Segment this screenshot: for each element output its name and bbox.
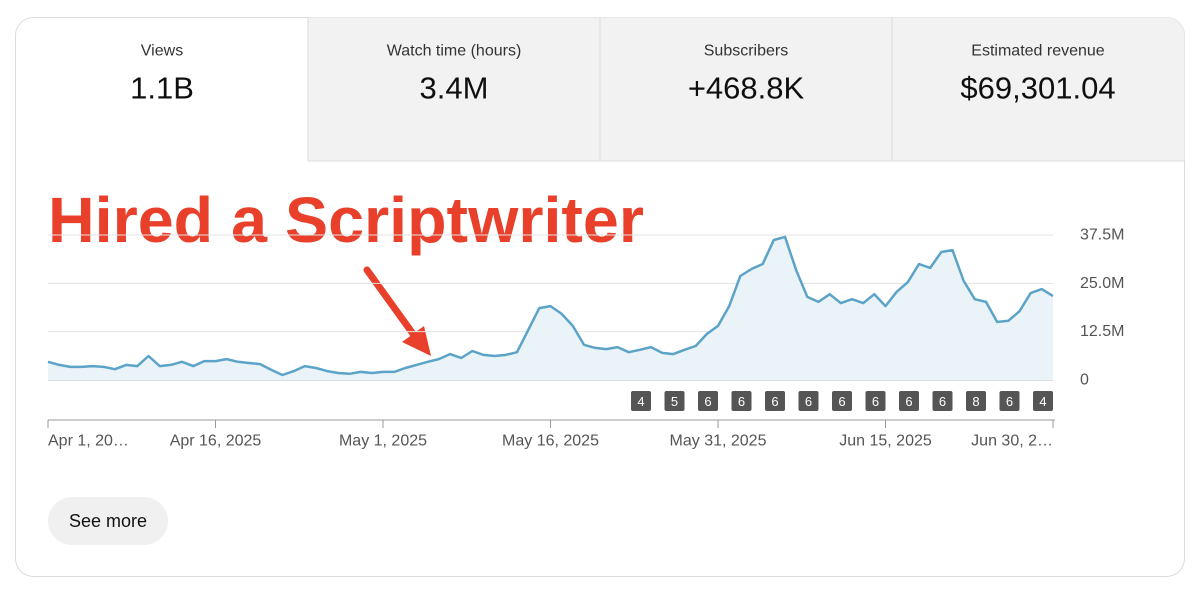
- metric-label: Views: [141, 43, 183, 60]
- video-marker-count: 6: [872, 394, 879, 409]
- metric-tab: [307, 17, 601, 162]
- metric-tab: [891, 17, 1185, 162]
- x-tick-label: Jun 30, 2…: [971, 433, 1053, 450]
- video-marker: [999, 391, 1020, 411]
- annotation: Hired a Scriptwriter: [48, 184, 644, 256]
- video-marker: [832, 391, 852, 411]
- metric-tab: [599, 17, 893, 162]
- x-tick-label: May 31, 2025: [670, 433, 767, 450]
- video-marker: [932, 391, 953, 411]
- video-marker: [899, 391, 919, 411]
- metric-value: $69,301.04: [960, 71, 1115, 106]
- video-marker-count: 6: [738, 394, 745, 409]
- video-marker-count: 6: [771, 394, 778, 409]
- area-fill: [48, 236, 1053, 380]
- video-marker-count: 6: [905, 394, 912, 409]
- metric-value: 3.4M: [420, 71, 489, 106]
- x-tick-label: Jun 15, 2025: [839, 433, 932, 450]
- video-marker-count: 6: [838, 394, 845, 409]
- video-marker-count: 6: [939, 394, 946, 409]
- video-marker: [765, 391, 785, 411]
- annotation-arrow: [363, 266, 431, 356]
- video-marker: [698, 391, 718, 411]
- x-tick-label: May 1, 2025: [339, 433, 427, 450]
- button-label[interactable]: See more: [69, 511, 147, 531]
- metric-value: 1.1B: [130, 71, 194, 106]
- metric-value: +468.8K: [688, 71, 805, 106]
- x-tick-label: Apr 16, 2025: [170, 433, 262, 450]
- y-tick-label: 25.0M: [1080, 275, 1124, 292]
- video-marker: [1033, 391, 1053, 411]
- video-marker: [966, 391, 986, 411]
- y-tick-label: 37.5M: [1080, 227, 1124, 244]
- video-marker-count: 6: [805, 394, 812, 409]
- line: [47, 235, 1054, 377]
- y-tick-label: 12.5M: [1080, 323, 1124, 340]
- video-marker: [865, 391, 886, 411]
- metric-label: Watch time (hours): [387, 43, 522, 60]
- metric-label: Subscribers: [704, 43, 788, 60]
- x-tick-label: Apr 1, 20…: [48, 433, 129, 450]
- x-tick-label: May 16, 2025: [502, 433, 599, 450]
- see-more-button[interactable]: See more: [48, 497, 168, 545]
- y-tick-label: 0: [1080, 372, 1089, 389]
- video-marker-count: 6: [1006, 394, 1013, 409]
- video-marker: [798, 391, 819, 411]
- video-marker-count: 4: [1039, 394, 1046, 409]
- video-marker: [631, 391, 651, 411]
- video-marker-count: 6: [704, 394, 711, 409]
- video-marker-count: 4: [637, 394, 644, 409]
- video-marker: [731, 391, 752, 411]
- metric-label: Estimated revenue: [971, 43, 1105, 60]
- video-marker-count: 8: [972, 394, 979, 409]
- video-marker-count: 5: [671, 394, 678, 409]
- video-marker: [664, 391, 685, 411]
